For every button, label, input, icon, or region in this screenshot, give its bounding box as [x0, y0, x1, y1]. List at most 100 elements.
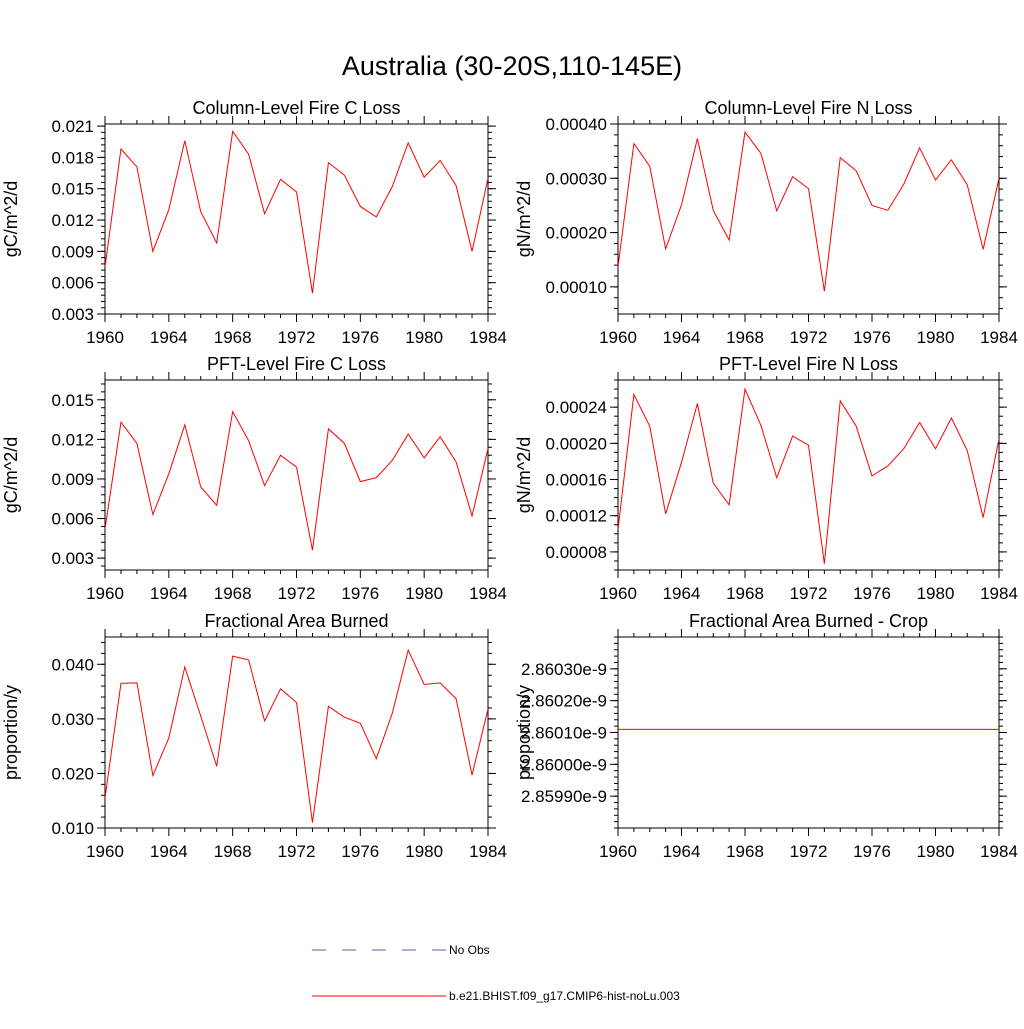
panel-4: PFT-Level Fire N Loss 1960 1964 1968 1972 197…: [514, 354, 1018, 603]
panel-5: Fractional Area Burned 1960 1964 1968 1972 19…: [1, 611, 507, 861]
x-tick-label: 1976: [341, 328, 379, 347]
panel-title: Column-Level Fire N Loss: [704, 98, 912, 118]
x-tick-label: 1964: [150, 328, 188, 347]
y-tick-label: 0.020: [51, 764, 94, 783]
y-tick-label: 0.00008: [546, 543, 607, 562]
x-tick-label: 1964: [663, 328, 701, 347]
x-tick-label: 1984: [980, 328, 1018, 347]
y-tick-label: 0.009: [51, 242, 94, 261]
x-tick-label: 1968: [214, 584, 252, 603]
panel-title: Fractional Area Burned: [204, 611, 388, 631]
series-line: [105, 410, 488, 551]
x-tick-label: 1960: [599, 842, 637, 861]
x-tick-label: 1976: [341, 584, 379, 603]
x-tick-label: 1968: [214, 328, 252, 347]
y-tick-label: 2.86030e-9: [521, 660, 607, 679]
x-tick-label: 1968: [726, 842, 764, 861]
y-tick-label: 0.00020: [546, 224, 607, 243]
y-tick-label: 0.030: [51, 710, 94, 729]
y-tick-label: 2.85990e-9: [521, 787, 607, 806]
x-tick-label: 1972: [278, 328, 316, 347]
y-tick-label: 0.00016: [546, 471, 607, 490]
y-tick-label: 0.009: [51, 470, 94, 489]
x-tick-label: 1960: [86, 842, 124, 861]
x-tick-label: 1960: [599, 584, 637, 603]
x-tick-label: 1980: [405, 842, 443, 861]
x-tick-label: 1960: [86, 584, 124, 603]
panel-title: Fractional Area Burned - Crop: [689, 611, 928, 631]
x-tick-label: 1976: [853, 584, 891, 603]
y-tick-label: 0.015: [51, 391, 94, 410]
plot-frame: [104, 379, 489, 571]
plot-frame: [617, 123, 1000, 315]
y-tick-label: 0.00024: [546, 398, 607, 417]
panel-1: Column-Level Fire C Loss 1960 1964 1968 1972…: [1, 98, 507, 347]
panel-6: Fractional Area Burned - Crop 1960 1964 196…: [514, 611, 1018, 861]
y-tick-label: 0.006: [51, 510, 94, 529]
y-tick-label: 0.006: [51, 274, 94, 293]
figure-title: Australia (30-20S,110-145E): [342, 51, 682, 81]
x-tick-label: 1972: [278, 842, 316, 861]
x-tick-label: 1980: [917, 842, 955, 861]
y-axis-label: gN/m^2/d: [514, 181, 534, 257]
y-tick-label: 0.012: [51, 211, 94, 230]
x-tick-label: 1980: [917, 328, 955, 347]
y-axis-label: proportion/y: [514, 685, 534, 780]
panels: Column-Level Fire C Loss 1960 1964 1968 1972…: [1, 98, 1018, 861]
panel-title: PFT-Level Fire C Loss: [207, 354, 386, 374]
y-axis-label: gC/m^2/d: [1, 437, 21, 513]
x-tick-label: 1972: [278, 584, 316, 603]
x-tick-label: 1980: [917, 584, 955, 603]
y-axis-label: proportion/y: [1, 685, 21, 780]
y-tick-label: 0.00012: [546, 507, 607, 526]
x-tick-label: 1972: [790, 584, 828, 603]
y-tick-label: 0.00040: [546, 115, 607, 134]
y-tick-label: 0.012: [51, 430, 94, 449]
x-tick-label: 1984: [469, 584, 507, 603]
x-tick-label: 1976: [853, 328, 891, 347]
x-tick-label: 1984: [469, 842, 507, 861]
x-tick-label: 1964: [150, 584, 188, 603]
y-tick-label: 0.003: [51, 305, 94, 324]
series-line: [105, 129, 488, 294]
legend-model-label: b.e21.BHIST.f09_g17.CMIP6-hist-noLu.003: [449, 989, 680, 1003]
series-line: [618, 387, 999, 564]
panel-3: PFT-Level Fire C Loss 1960 1964 1968 1972 197…: [1, 354, 507, 603]
x-tick-label: 1968: [214, 842, 252, 861]
y-tick-label: 0.00020: [546, 434, 607, 453]
panel-2: Column-Level Fire N Loss 1960 1964 1968 1972…: [514, 98, 1018, 347]
x-tick-label: 1984: [469, 328, 507, 347]
y-tick-label: 0.003: [51, 549, 94, 568]
y-tick-label: 0.010: [51, 819, 94, 838]
x-tick-label: 1984: [980, 584, 1018, 603]
x-tick-label: 1980: [405, 328, 443, 347]
panel-title: PFT-Level Fire N Loss: [719, 354, 898, 374]
plot-frame: [104, 636, 489, 829]
y-tick-label: 0.018: [51, 148, 94, 167]
y-tick-label: 0.00030: [546, 169, 607, 188]
x-tick-label: 1960: [86, 328, 124, 347]
x-tick-label: 1968: [726, 328, 764, 347]
y-tick-label: 0.015: [51, 180, 94, 199]
y-axis-label: gN/m^2/d: [514, 437, 534, 513]
x-tick-label: 1984: [980, 842, 1018, 861]
x-tick-label: 1972: [790, 842, 828, 861]
x-tick-label: 1980: [405, 584, 443, 603]
y-tick-label: 2.86010e-9: [521, 724, 607, 743]
series-line: [618, 130, 999, 292]
plot-frame: [617, 636, 1000, 829]
x-tick-label: 1976: [853, 842, 891, 861]
x-tick-label: 1964: [663, 584, 701, 603]
panel-title: Column-Level Fire C Loss: [192, 98, 400, 118]
x-tick-label: 1964: [150, 842, 188, 861]
legend-obs-label: No Obs: [449, 943, 490, 957]
x-tick-label: 1972: [790, 328, 828, 347]
y-tick-label: 0.00010: [546, 278, 607, 297]
series-line: [105, 648, 488, 823]
plot-frame: [104, 123, 489, 315]
y-tick-label: 0.021: [51, 117, 94, 136]
x-tick-label: 1964: [663, 842, 701, 861]
y-tick-label: 2.86020e-9: [521, 692, 607, 711]
